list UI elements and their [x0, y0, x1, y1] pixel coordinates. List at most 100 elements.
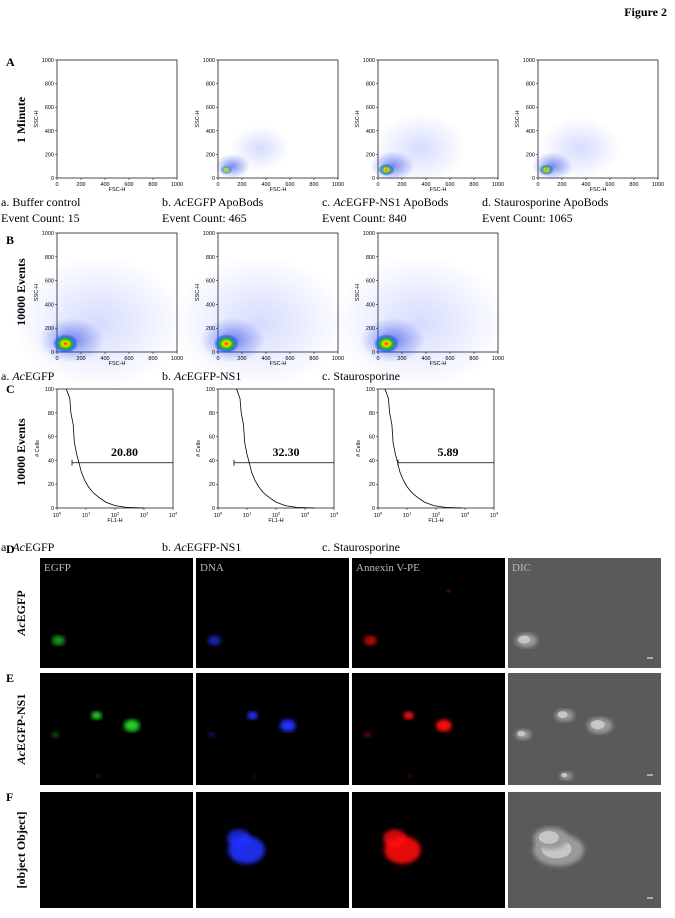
density-cloud: [214, 153, 250, 179]
x-axis-label: FSC-H: [430, 187, 447, 193]
fluorescent-cell: [436, 719, 452, 732]
caption-italic: Ac: [14, 622, 28, 637]
tick-base: 10: [214, 513, 220, 519]
density-core: [220, 165, 233, 175]
y-tick-label: 1000: [42, 58, 54, 64]
x-axis-label: FL1-H: [428, 518, 443, 524]
y-tick-label: 1000: [42, 231, 54, 237]
panel-label: A: [6, 55, 15, 69]
y-axis-label: SSC-H: [515, 110, 521, 127]
y-tick-label: 400: [206, 302, 215, 308]
tick-base: 10: [243, 513, 249, 519]
x-tick-label: 800: [469, 356, 478, 362]
x-tick-label: 800: [309, 356, 318, 362]
caption-text: EGFP: [25, 369, 55, 383]
x-tick-label: 200: [237, 356, 246, 362]
caption-text: c. Staurosporine: [322, 540, 400, 554]
y-tick-label: 800: [45, 255, 54, 261]
y-tick-label: 400: [526, 129, 535, 135]
y-tick-label: 20: [48, 482, 54, 488]
x-tick-label: 600: [285, 356, 294, 362]
micrograph: [196, 558, 349, 668]
x-tick-label: 102: [432, 511, 441, 520]
x-axis-label: FSC-H: [430, 361, 447, 367]
y-tick-label: 400: [45, 302, 54, 308]
x-tick-label: 104: [169, 511, 178, 520]
fluorescent-cell: [280, 719, 296, 732]
y-tick-label: 0: [372, 176, 375, 182]
y-tick-label: 800: [526, 82, 535, 88]
y-tick-label: 200: [45, 152, 54, 158]
x-tick-label: 100: [214, 511, 223, 520]
x-tick-label: 400: [261, 182, 270, 188]
caption-text: EGFP: [25, 540, 55, 554]
y-tick-label: 40: [48, 458, 54, 464]
y-tick-label: 800: [45, 82, 54, 88]
y-tick-label: 60: [369, 435, 375, 441]
y-tick-label: 40: [369, 458, 375, 464]
density: [370, 113, 466, 184]
x-tick-label: 1000: [332, 356, 344, 362]
density-core: [373, 334, 399, 354]
fluorescent-cell: [446, 589, 451, 593]
tick-exponent: 4: [336, 511, 339, 516]
tick-exponent: 3: [467, 511, 470, 516]
caption: c. Staurosporine: [322, 369, 400, 383]
tick-exponent: 3: [146, 511, 149, 516]
caption-text: b.: [162, 369, 174, 383]
caption-italic: Ac: [332, 195, 346, 209]
figure-label: Figure 2: [624, 5, 667, 19]
y-tick-label: 200: [206, 326, 215, 332]
tick-base: 10: [461, 513, 467, 519]
tick-base: 10: [82, 513, 88, 519]
micrograph: [508, 558, 661, 668]
x-tick-label: 400: [100, 356, 109, 362]
x-tick-label: 600: [124, 356, 133, 362]
y-axis-label: SSC-H: [34, 284, 40, 301]
fluorescent-cell: [51, 731, 60, 738]
fluorescent-cell: [207, 635, 221, 646]
x-tick-label: 800: [148, 182, 157, 188]
x-tick-label: 600: [445, 356, 454, 362]
y-tick-label: 0: [532, 176, 535, 182]
tick-base: 10: [403, 513, 409, 519]
tick-base: 10: [490, 513, 496, 519]
caption-text: b.: [162, 195, 174, 209]
density: [532, 117, 621, 181]
x-tick-label: 0: [376, 182, 379, 188]
tick-exponent: 2: [117, 511, 120, 516]
caption: d. Staurosporine ApoBods: [482, 195, 609, 209]
x-tick-label: 600: [124, 182, 133, 188]
x-axis-label: FSC-H: [109, 361, 126, 367]
x-axis-label: FSC-H: [270, 361, 287, 367]
fluorescent-cell: [51, 635, 65, 646]
y-tick-label: 800: [366, 255, 375, 261]
tick-exponent: 1: [249, 511, 252, 516]
caption: b. AcEGFP ApoBods: [162, 195, 264, 209]
x-tick-label: 0: [55, 182, 58, 188]
cell-edge: [538, 831, 559, 844]
micrograph: [508, 792, 661, 908]
y-tick-label: 1000: [203, 231, 215, 237]
caption-text: EGFP-NS1: [187, 369, 242, 383]
y-tick-label: 0: [51, 350, 54, 356]
x-tick-label: 103: [140, 511, 149, 520]
plot-frame: [56, 59, 178, 179]
x-tick-label: 400: [421, 356, 430, 362]
panel-label: E: [6, 671, 14, 685]
x-tick-label: 400: [261, 356, 270, 362]
fluorescent-cell: [251, 774, 257, 779]
event-count: Event Count: 15: [1, 211, 80, 225]
x-tick-label: 103: [461, 511, 470, 520]
tick-exponent: 1: [88, 511, 91, 516]
tick-exponent: 2: [438, 511, 441, 516]
y-tick-label: 800: [206, 82, 215, 88]
tick-exponent: 0: [59, 511, 62, 516]
y-tick-label: 0: [212, 350, 215, 356]
x-tick-label: 400: [581, 182, 590, 188]
x-tick-label: 101: [243, 511, 252, 520]
event-count: Event Count: 840: [322, 211, 407, 225]
y-tick-label: 0: [212, 506, 215, 512]
y-tick-label: 600: [45, 105, 54, 111]
x-tick-label: 1000: [332, 182, 344, 188]
